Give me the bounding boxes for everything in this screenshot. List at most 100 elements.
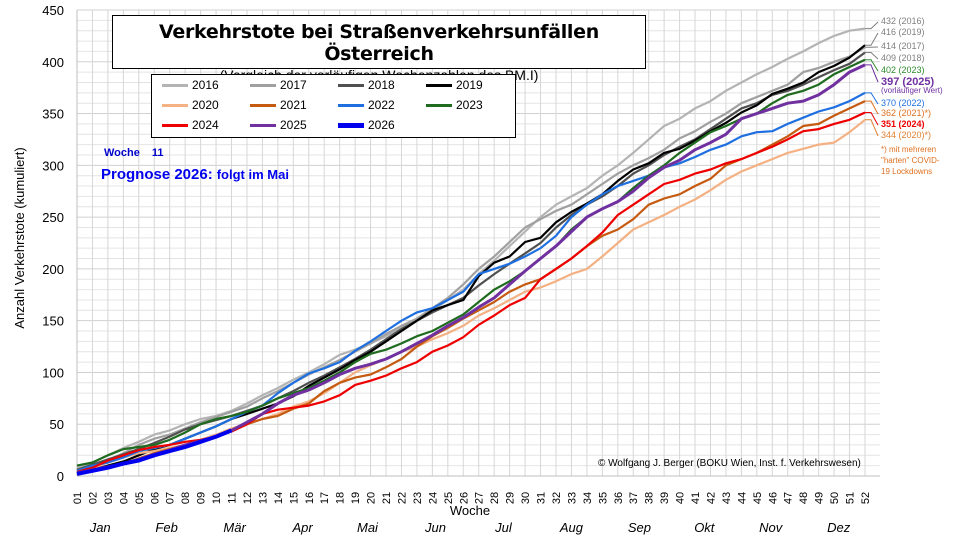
x-tick-label: 13 [257,492,269,504]
x-tick-label: 43 [721,492,733,504]
month-label: Sep [628,520,651,535]
x-tick-label: 17 [319,492,331,504]
end-label-leaders [865,21,879,137]
month-label: Apr [291,520,313,535]
current-week: Woche 11 [104,147,164,159]
month-label: Aug [559,520,584,535]
x-tick-label: 40 [675,492,687,504]
leader-line [865,59,879,72]
y-tick-label: 300 [42,158,64,173]
series-line-2026 [76,428,233,476]
woche-label: Woche [104,147,140,159]
chart-title: Verkehrstote bei Straßenverkehrsunfällen… [159,21,599,65]
legend-item-2016: 2016 [162,78,219,92]
y-tick-label: 250 [42,210,64,225]
x-tick-label: 26 [458,492,470,504]
x-axis-label: Woche [450,503,490,518]
x-tick-label: 51 [845,492,857,504]
legend-swatch [162,103,188,107]
month-label: Jul [494,520,513,535]
end-label: 416 (2019) [881,27,925,37]
y-tick-label: 350 [42,107,64,122]
x-tick-label: 12 [242,492,254,504]
end-label: 414 (2017) [881,41,925,51]
legend-item-2018: 2018 [338,78,395,92]
y-axis-label: Anzahl Verkehrstote (kumuliert) [12,147,27,328]
x-tick-label: 21 [381,492,393,504]
prognose-label: Prognose 2026: [101,166,213,183]
forecast-note: Prognose 2026: folgt im Mai [101,166,289,183]
x-tick-label: 03 [103,492,115,504]
end-label: 370 (2022) [881,98,925,108]
y-tick-label: 50 [50,417,64,432]
end-label: 409 (2018) [881,53,925,63]
month-label: Mär [223,520,246,535]
legend-item-2020: 2020 [162,98,219,112]
end-label: 362 (2021)*) [881,108,932,118]
y-tick-label: 0 [57,469,64,484]
leader-line [865,119,879,137]
x-tick-label: 41 [690,492,702,504]
x-tick-label: 44 [736,492,748,504]
month-label: Jun [424,520,446,535]
woche-value: 11 [151,147,164,159]
y-tick-label: 450 [42,3,64,18]
legend-swatch [426,83,452,87]
x-tick-label: 07 [165,492,177,504]
legend-item-2021: 2021 [250,98,307,112]
x-tick-label: 27 [474,492,486,504]
leader-line [865,51,879,60]
x-tick-label: 16 [304,492,316,504]
legend: 2016 2017 2018 2019 2020 2021 2022 2023 2024 2025… [151,74,516,138]
legend-swatch [250,83,276,87]
month-label: Dez [827,520,851,535]
y-axis-ticks: 0 50 100 150 200 250 300 350 400 450 [42,3,64,484]
x-tick-label: 42 [705,492,717,504]
legend-label: 2023 [456,98,483,112]
x-tick-label: 47 [783,492,795,504]
legend-label: 2022 [368,98,395,112]
legend-swatch [426,103,452,107]
y-tick-label: 150 [42,314,64,329]
x-tick-label: 02 [87,492,99,504]
x-tick-label: 31 [536,492,548,504]
end-label: 397 (2025) [881,76,935,88]
legend-swatch [338,122,364,128]
x-tick-label: 45 [752,492,764,504]
legend-label: 2021 [280,98,307,112]
y-tick-label: 200 [42,262,64,277]
x-tick-label: 38 [644,492,656,504]
leader-line [865,64,879,83]
x-tick-label: 50 [829,492,841,504]
x-tick-label: 20 [366,492,378,504]
chart-title-box: Verkehrstote bei Straßenverkehrsunfällen… [112,15,646,83]
leader-line [865,92,879,105]
leader-line [865,21,879,30]
legend-label: 2016 [192,78,219,92]
copyright: © Wolfgang J. Berger (BOKU Wien, Inst. f… [598,458,861,469]
x-tick-label: 10 [211,492,223,504]
month-labels: Jan Feb Mär Apr Mai Jun Jul Aug Sep Okt Nov Dez [89,520,851,535]
end-label: 351 (2024) [881,119,925,129]
legend-label: 2025 [280,118,307,132]
x-tick-label: 32 [551,492,563,504]
y-tick-label: 100 [42,365,64,380]
x-tick-label: 33 [566,492,578,504]
legend-swatch [162,123,188,127]
x-tick-label: 36 [613,492,625,504]
note-line: "harten" COVID- [881,156,940,165]
x-tick-label: 52 [860,492,872,504]
legend-label: 2017 [280,78,307,92]
x-tick-label: 15 [288,492,300,504]
leader-line [865,112,879,126]
month-label: Nov [759,520,784,535]
x-tick-label: 29 [505,492,517,504]
x-tick-label: 28 [489,492,501,504]
x-tick-label: 48 [798,492,810,504]
x-tick-label: 06 [149,492,161,504]
y-tick-label: 400 [42,55,64,70]
legend-swatch [162,83,188,87]
leader-line [865,32,879,46]
x-tick-label: 46 [767,492,779,504]
